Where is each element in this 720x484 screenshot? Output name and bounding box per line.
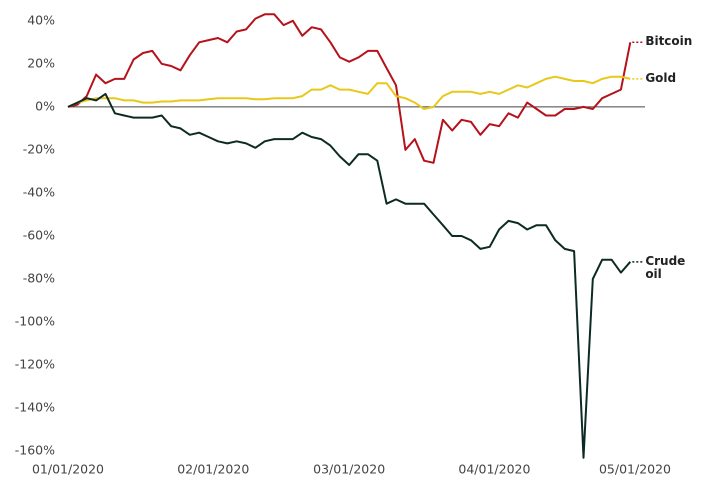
y-tick-label: -60% bbox=[23, 228, 55, 243]
y-tick-label: 20% bbox=[27, 55, 55, 70]
y-tick-label: -80% bbox=[23, 271, 55, 286]
y-tick-label: 40% bbox=[27, 12, 55, 27]
y-tick-label: -140% bbox=[15, 400, 55, 415]
y-tick-label: -40% bbox=[23, 184, 55, 199]
legend-label: Gold bbox=[645, 70, 677, 85]
x-tick-label: 02/01/2020 bbox=[177, 462, 249, 477]
series-line bbox=[67, 13, 632, 164]
y-tick-label: -20% bbox=[23, 141, 55, 156]
x-tick-label: 05/01/2020 bbox=[599, 462, 671, 477]
y-tick-label: 0% bbox=[35, 98, 55, 113]
series-line bbox=[67, 75, 631, 110]
y-tick-label: -160% bbox=[15, 443, 55, 458]
x-tick-label: 03/01/2020 bbox=[313, 462, 385, 477]
legend-label: Bitcoin bbox=[645, 34, 693, 49]
x-tick-label: 01/01/2020 bbox=[32, 462, 104, 477]
x-tick-label: 04/01/2020 bbox=[458, 462, 530, 477]
y-tick-label: -120% bbox=[15, 357, 55, 372]
y-tick-label: -100% bbox=[15, 314, 55, 329]
series-line bbox=[67, 92, 632, 459]
legend-label: Crude oil bbox=[645, 253, 686, 281]
